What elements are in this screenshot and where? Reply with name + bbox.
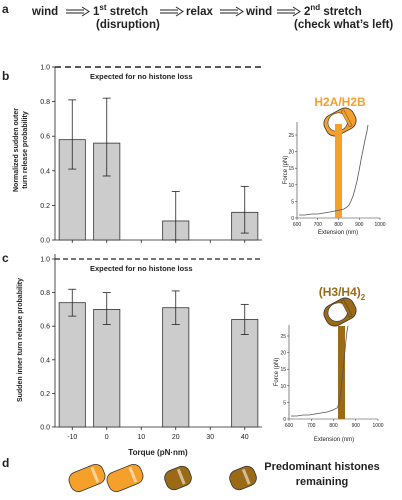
inset-ytick-label: 10: [288, 183, 294, 189]
inset-b-force-curve: [299, 124, 369, 216]
chart-b-ylabel-line2: turn release probability: [22, 111, 29, 189]
panel-b-letter: b: [2, 69, 9, 83]
inset-ytick-label: 20: [288, 150, 294, 156]
inset-c-xlabel: Extension (nm): [314, 437, 354, 443]
chart-b-ytick-label: 0.0: [40, 238, 50, 245]
second-stretch-word: stretch: [320, 6, 362, 18]
inset-c-title-main: (H3/H4): [319, 285, 361, 299]
chart-b-ytick-label: 0.4: [40, 168, 50, 175]
flow-arrow-4: [277, 6, 301, 17]
inset-xtick-label: 1000: [372, 423, 383, 429]
chart-c-xtick-label: 20: [172, 434, 180, 441]
inset-c-brown-band: [338, 326, 345, 419]
histone-row: [68, 463, 257, 493]
chart-b-ytick-label: 0.8: [40, 99, 50, 106]
chart-c-bar: [162, 307, 190, 428]
flow-step-check-left: (check what’s left): [294, 19, 393, 31]
inset-xtick-label: 600: [285, 423, 294, 429]
chart-c-ytick-label: 1.0: [40, 257, 50, 264]
inset-xtick-label: 800: [334, 222, 343, 228]
flow-step-wind-2: wind: [245, 6, 272, 18]
second-stretch-number: 2: [304, 6, 310, 18]
chart-c-xtick-label: 10: [137, 434, 145, 441]
flow-step-first-stretch: 1st stretch: [93, 3, 148, 18]
inset-ytick-label: 5: [291, 199, 294, 205]
flow-arrow-2: [160, 6, 184, 17]
panel-a-letter: a: [2, 2, 9, 16]
histone-disk-icon: [164, 465, 192, 491]
chart-c-bar: [93, 308, 121, 428]
inset-ytick-label: 25: [280, 334, 286, 340]
inset-xtick-label: 900: [355, 222, 364, 228]
chart-c-ytick-label: 0.0: [40, 425, 50, 432]
panel-d-letter: d: [2, 456, 9, 470]
histone-h3-h4-icon: [323, 297, 357, 327]
inset-c-title: (H3/H4)2: [319, 285, 366, 302]
chart-c-ytick-label: 0.2: [40, 391, 50, 398]
inset-c-ylabel: Force (pN): [274, 358, 280, 387]
inset-ytick-label: 15: [288, 166, 294, 172]
chart-b-ytick-label: 0.6: [40, 134, 50, 141]
inset-c-force-curve: [291, 325, 349, 417]
inset-c: (H3/H4)2 600 700 800 900 1000 0 5 10 15 20 25 Exte…: [274, 285, 384, 443]
chart-b: Normalized sudden outer turn release pro…: [13, 65, 262, 245]
chart-c-bar: [58, 302, 86, 428]
inset-ytick-label: 10: [280, 384, 286, 390]
chart-b-ytick-label: 0.2: [40, 203, 50, 210]
inset-c-title-sub: 2: [361, 293, 366, 302]
chart-c: Sudden inner turn release probability Ex…: [17, 254, 262, 457]
inset-xtick-label: 1000: [374, 222, 385, 228]
inset-xtick-label: 900: [352, 423, 361, 429]
panel-d-text-line1: Predominant histones: [264, 461, 380, 473]
inset-ytick-label: 0: [283, 417, 286, 423]
first-stretch-number: 1: [93, 6, 100, 18]
inset-b-orange-band: [335, 124, 342, 218]
inset-ytick-label: 20: [280, 351, 286, 357]
chart-c-ytick-label: 0.4: [40, 357, 50, 364]
inset-ytick-label: 0: [291, 216, 294, 222]
flow-step-second-stretch: 2nd stretch: [304, 3, 362, 18]
chart-c-xtick-label: 40: [241, 434, 249, 441]
chart-c-xtick-label: -10: [67, 434, 77, 441]
chart-b-ylabel-line1: Normalized sudden outer: [13, 108, 20, 192]
inset-ytick-label: 5: [283, 400, 286, 406]
inset-xtick-label: 700: [307, 423, 316, 429]
chart-c-xtick-label: 0: [105, 434, 109, 441]
histone-disk-icon: [106, 463, 144, 493]
inset-b-ylabel: Force (pN): [283, 156, 289, 185]
second-stretch-superscript: nd: [310, 3, 320, 12]
panel-c-letter: c: [2, 251, 9, 265]
chart-c-ytick-label: 0.8: [40, 290, 50, 297]
chart-c-ytick-label: 0.6: [40, 324, 50, 331]
inset-xtick-label: 800: [329, 423, 338, 429]
chart-c-ylabel: Sudden inner turn release probability: [17, 278, 24, 402]
flow-step-wind-1: wind: [31, 6, 58, 18]
first-stretch-superscript: st: [99, 3, 106, 12]
inset-xtick-label: 700: [314, 222, 323, 228]
histone-disk-icon: [68, 463, 106, 493]
inset-b: H2A/H2B 600 700 800 900 1000 0 5 10 15 20 25 Exten…: [283, 95, 386, 236]
histone-disk-icon: [229, 465, 257, 491]
panel-d-text-line2: remaining: [296, 476, 349, 488]
chart-b-reference-label: Expected for no histone loss: [90, 72, 193, 81]
histone-h2a-h2b-icon: [323, 107, 357, 137]
flow-arrow-3: [220, 6, 244, 17]
inset-ytick-label: 25: [288, 133, 294, 139]
inset-xtick-label: 600: [293, 222, 302, 228]
flow-arrow-1: [66, 6, 90, 17]
flow-step-disruption: (disruption): [96, 19, 160, 31]
chart-c-reference-label: Expected for no histone loss: [90, 264, 193, 273]
chart-c-xtick-label: 30: [206, 434, 214, 441]
chart-b-ytick-label: 1.0: [40, 65, 50, 72]
first-stretch-word: stretch: [107, 6, 149, 18]
chart-c-xlabel: Torque (pN·nm): [128, 448, 188, 457]
chart-c-bar: [231, 319, 259, 428]
flow-step-relax: relax: [186, 6, 213, 18]
inset-b-title: H2A/H2B: [314, 95, 366, 109]
inset-b-xlabel: Extension (nm): [318, 230, 358, 236]
inset-ytick-label: 15: [280, 367, 286, 373]
